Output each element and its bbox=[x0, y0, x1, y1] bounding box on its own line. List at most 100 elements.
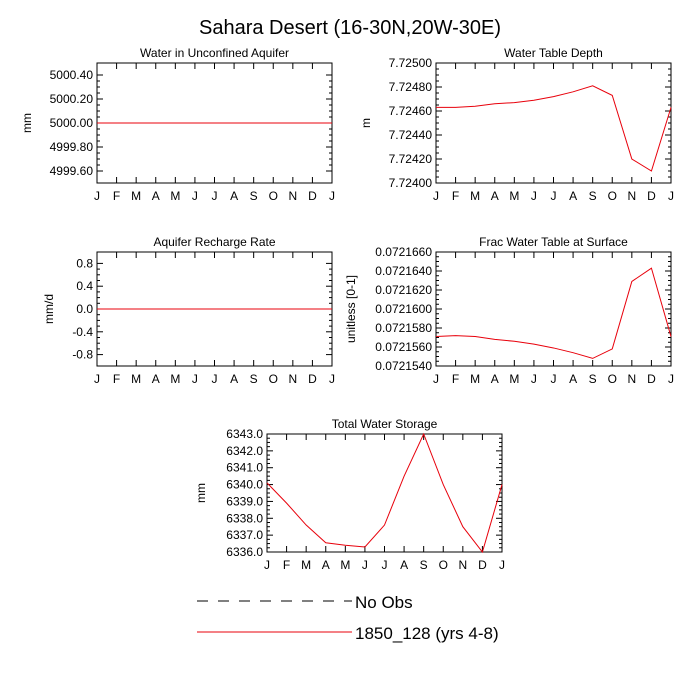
x-tick-label: A bbox=[152, 372, 160, 386]
x-tick-label: J bbox=[362, 558, 368, 572]
x-tick-label: A bbox=[569, 189, 577, 203]
x-tick-label: J bbox=[94, 189, 100, 203]
y-axis-label: mm/d bbox=[42, 294, 56, 324]
x-tick-label: O bbox=[439, 558, 448, 572]
x-tick-label: N bbox=[288, 189, 297, 203]
x-tick-label: D bbox=[308, 372, 317, 386]
y-tick-label: 0.0 bbox=[76, 302, 93, 316]
y-tick-label: 5000.40 bbox=[50, 68, 94, 82]
x-tick-label: S bbox=[589, 372, 597, 386]
y-tick-label: 0.0721580 bbox=[375, 321, 432, 335]
x-tick-label: S bbox=[250, 189, 258, 203]
y-tick-label: 5000.20 bbox=[50, 92, 94, 106]
x-tick-label: N bbox=[458, 558, 467, 572]
x-tick-label: M bbox=[301, 558, 311, 572]
x-tick-label: J bbox=[329, 372, 335, 386]
x-tick-label: M bbox=[170, 372, 180, 386]
x-tick-label: J bbox=[531, 372, 537, 386]
y-axis-label: mm bbox=[194, 483, 208, 503]
y-tick-label: 6339.0 bbox=[226, 494, 263, 508]
x-tick-label: O bbox=[269, 372, 278, 386]
x-tick-label: D bbox=[478, 558, 487, 572]
x-tick-label: M bbox=[131, 189, 141, 203]
x-tick-label: M bbox=[509, 189, 519, 203]
x-tick-label: J bbox=[668, 189, 674, 203]
x-tick-label: J bbox=[329, 189, 335, 203]
y-tick-label: 7.72440 bbox=[389, 128, 433, 142]
panel-title: Water in Unconfined Aquifer bbox=[140, 46, 289, 60]
y-tick-label: 5000.00 bbox=[50, 116, 94, 130]
y-tick-label: 6337.0 bbox=[226, 528, 263, 542]
x-tick-label: F bbox=[113, 189, 120, 203]
y-tick-label: 7.72400 bbox=[389, 176, 433, 190]
x-tick-label: J bbox=[433, 372, 439, 386]
x-tick-label: J bbox=[94, 372, 100, 386]
x-tick-label: J bbox=[531, 189, 537, 203]
x-tick-label: N bbox=[627, 372, 636, 386]
y-tick-label: -0.4 bbox=[72, 325, 93, 339]
y-tick-label: 6343.0 bbox=[226, 427, 263, 441]
y-tick-label: 0.0721620 bbox=[375, 283, 432, 297]
y-tick-label: 6336.0 bbox=[226, 545, 263, 559]
y-tick-label: 7.72460 bbox=[389, 104, 433, 118]
y-axis-label: mm bbox=[20, 113, 34, 133]
x-tick-label: A bbox=[569, 372, 577, 386]
x-tick-label: O bbox=[608, 372, 617, 386]
y-tick-label: 7.72480 bbox=[389, 80, 433, 94]
x-tick-label: M bbox=[470, 189, 480, 203]
series-line bbox=[436, 85, 672, 172]
x-tick-label: M bbox=[340, 558, 350, 572]
x-tick-label: A bbox=[230, 372, 238, 386]
x-tick-label: J bbox=[551, 372, 557, 386]
x-tick-label: M bbox=[470, 372, 480, 386]
y-tick-label: 6338.0 bbox=[226, 511, 263, 525]
x-tick-label: N bbox=[627, 189, 636, 203]
x-tick-label: D bbox=[647, 189, 656, 203]
panel-title: Total Water Storage bbox=[332, 417, 438, 431]
legend-entry-model: 1850_128 (yrs 4-8) bbox=[197, 624, 499, 643]
x-tick-label: A bbox=[491, 189, 499, 203]
x-tick-label: O bbox=[269, 189, 278, 203]
y-axis-label: unitless [0-1] bbox=[344, 275, 358, 343]
x-tick-label: O bbox=[608, 189, 617, 203]
x-tick-label: A bbox=[152, 189, 160, 203]
plot-frame bbox=[435, 62, 672, 184]
y-tick-label: 0.0721560 bbox=[375, 340, 432, 354]
series-line bbox=[266, 432, 503, 554]
x-tick-label: F bbox=[452, 372, 459, 386]
y-tick-label: 6342.0 bbox=[226, 444, 263, 458]
y-tick-label: 4999.60 bbox=[50, 164, 94, 178]
panel-title: Water Table Depth bbox=[504, 46, 603, 60]
x-tick-label: S bbox=[589, 189, 597, 203]
x-tick-label: J bbox=[192, 372, 198, 386]
x-tick-label: S bbox=[420, 558, 428, 572]
x-tick-label: A bbox=[230, 189, 238, 203]
x-tick-label: F bbox=[113, 372, 120, 386]
y-tick-label: 4999.80 bbox=[50, 140, 94, 154]
x-tick-label: J bbox=[433, 189, 439, 203]
y-tick-label: 0.0721640 bbox=[375, 264, 432, 278]
y-tick-label: 6341.0 bbox=[226, 461, 263, 475]
y-tick-label: 0.0721540 bbox=[375, 359, 432, 373]
x-tick-label: J bbox=[212, 372, 218, 386]
plot-frame bbox=[266, 433, 503, 553]
x-tick-label: M bbox=[170, 189, 180, 203]
plot-frame bbox=[435, 251, 672, 367]
x-tick-label: J bbox=[668, 372, 674, 386]
y-tick-label: 0.4 bbox=[76, 279, 93, 293]
legend-label-no-obs: No Obs bbox=[355, 593, 413, 612]
x-tick-label: M bbox=[509, 372, 519, 386]
x-tick-label: J bbox=[264, 558, 270, 572]
x-tick-label: J bbox=[499, 558, 505, 572]
figure-title: Sahara Desert (16-30N,20W-30E) bbox=[199, 17, 501, 39]
x-tick-label: N bbox=[288, 372, 297, 386]
series-line bbox=[435, 267, 672, 359]
x-tick-label: J bbox=[192, 189, 198, 203]
x-tick-label: M bbox=[131, 372, 141, 386]
panel-title: Aquifer Recharge Rate bbox=[153, 235, 275, 249]
